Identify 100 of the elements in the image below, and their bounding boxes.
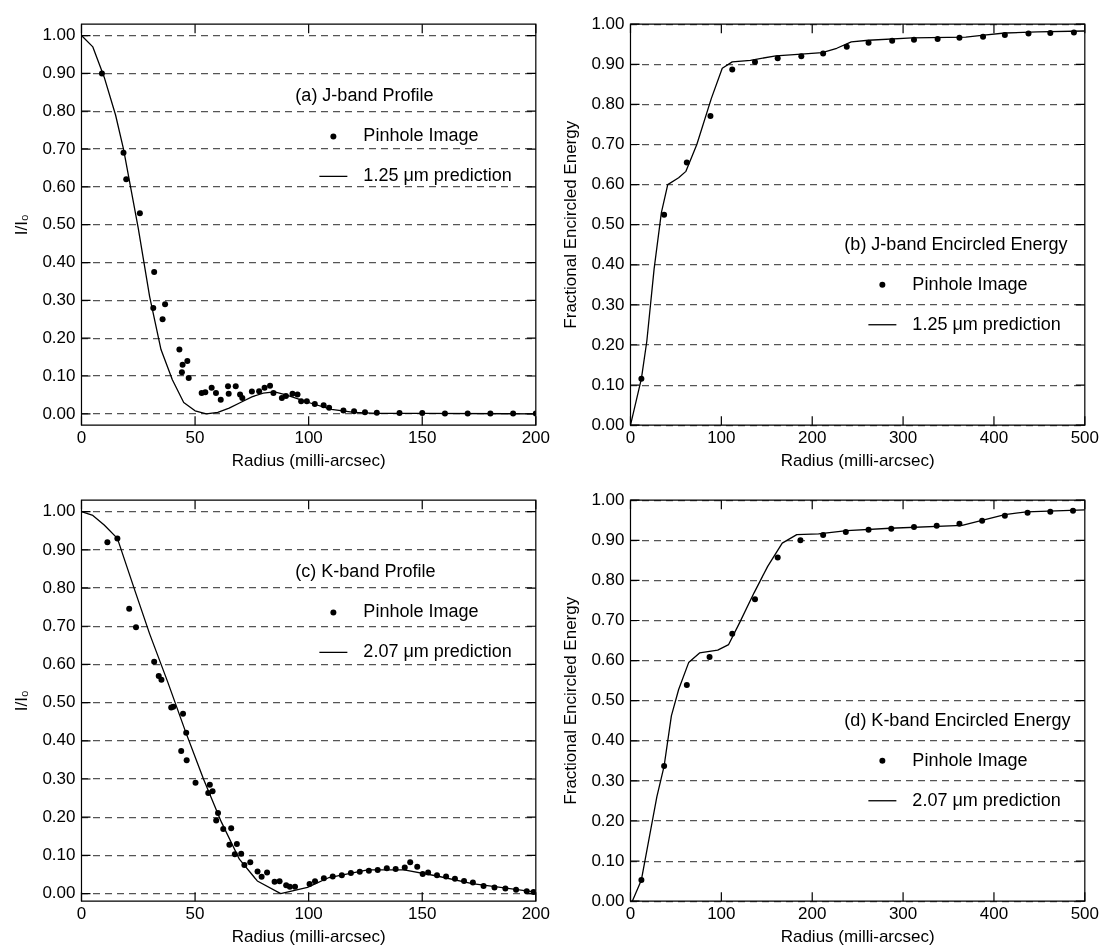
point — [510, 410, 517, 417]
point — [774, 55, 781, 62]
text: (d) K-band Encircled Energy — [844, 709, 1071, 730]
point — [638, 876, 645, 883]
point — [261, 384, 268, 391]
point — [225, 390, 232, 397]
x-tick-label: 150 — [408, 428, 437, 448]
point — [256, 388, 263, 395]
point — [934, 36, 941, 43]
y-tick-label: 0.20 — [42, 806, 76, 826]
legend-label: 1.25 μm prediction — [912, 313, 1061, 334]
x-tick-label: 0 — [76, 428, 87, 448]
point — [136, 210, 143, 217]
x-tick-label: 200 — [521, 428, 551, 448]
x-tick-label: 50 — [185, 904, 205, 924]
y-tick-label: 0.40 — [42, 730, 76, 750]
point — [865, 39, 872, 46]
point — [889, 37, 896, 44]
point — [441, 410, 448, 417]
point — [270, 390, 277, 397]
y-tick-label: 0.60 — [591, 174, 625, 194]
point — [176, 346, 183, 353]
legend-label: Pinhole Image — [912, 749, 1028, 770]
y-tick-label: 0.70 — [42, 615, 76, 635]
y-tick-label: 0.00 — [591, 414, 625, 434]
point — [123, 176, 130, 183]
x-tick-label: 100 — [707, 428, 736, 448]
point — [351, 408, 358, 415]
point — [232, 383, 239, 390]
x-tick-label: 100 — [294, 428, 323, 448]
point — [320, 402, 327, 409]
legend-label: Pinhole Image — [363, 125, 479, 146]
x-tick-label: 150 — [408, 904, 437, 924]
point — [298, 398, 305, 405]
point — [1024, 509, 1031, 516]
x-tick-label: 500 — [1070, 904, 1100, 924]
point — [820, 532, 827, 539]
y-tick-label: 0.20 — [591, 810, 625, 830]
x-tick-label: 400 — [979, 904, 1009, 924]
y-tick-label: 0.70 — [591, 134, 625, 154]
point — [798, 53, 805, 60]
text: (a) J-band Profile — [295, 85, 434, 106]
y-tick-label: 0.70 — [591, 610, 625, 630]
point — [464, 410, 471, 417]
x-tick-label: 300 — [888, 904, 918, 924]
y-tick-label: 1.00 — [591, 489, 625, 509]
point — [340, 407, 347, 414]
y-axis-title: Fractional Encircled Energy — [560, 120, 580, 329]
y-tick-label: 1.00 — [42, 501, 76, 521]
point — [661, 763, 668, 770]
point — [162, 301, 169, 308]
point — [843, 43, 850, 50]
point — [820, 50, 827, 57]
y-tick-label: 0.10 — [591, 374, 625, 394]
point — [282, 393, 289, 400]
y-tick-label: 0.30 — [42, 768, 76, 788]
text: (b) J-band Encircled Energy — [844, 233, 1068, 254]
y-tick-label: 0.80 — [42, 577, 76, 597]
legend-label: 1.25 μm prediction — [363, 165, 512, 186]
y-tick-label: 0.10 — [42, 365, 76, 385]
y-tick-label: 0.70 — [42, 138, 76, 158]
y-axis-title: Fractional Encircled Energy — [560, 596, 580, 805]
y-tick-label: 0.50 — [42, 214, 76, 234]
point — [1070, 507, 1077, 514]
point — [797, 537, 804, 544]
legend-label: 2.07 μm prediction — [363, 641, 512, 662]
y-tick-label: 0.30 — [591, 770, 625, 790]
y-tick-label: 0.60 — [42, 176, 76, 196]
x-tick-label: 100 — [707, 904, 736, 924]
point — [1047, 30, 1054, 37]
x-tick-label: 200 — [521, 904, 551, 924]
y-tick-label: 0.90 — [591, 53, 625, 73]
point — [1001, 512, 1008, 519]
x-axis-title: Radius (milli-arcsec) — [231, 927, 386, 947]
y-axis-title: I/I₀ — [11, 690, 31, 712]
point — [661, 211, 668, 218]
y-tick-label: 0.90 — [42, 539, 76, 559]
point — [1070, 29, 1077, 36]
x-tick-label: 200 — [798, 428, 827, 448]
point — [729, 630, 736, 637]
y-tick-label: 0.20 — [591, 334, 625, 354]
text: (c) K-band Profile — [295, 561, 436, 582]
point — [294, 391, 301, 398]
y-tick-label: 0.10 — [42, 845, 76, 865]
y-tick-label: 0.00 — [42, 883, 76, 903]
point — [178, 369, 185, 376]
y-tick-label: 0.20 — [42, 327, 76, 347]
point — [361, 409, 368, 416]
y-tick-label: 0.00 — [591, 890, 625, 910]
x-tick-label: 200 — [798, 904, 827, 924]
y-tick-label: 0.80 — [591, 94, 625, 114]
y-tick-label: 0.90 — [591, 529, 625, 549]
y-tick-label: 0.80 — [42, 100, 76, 120]
point — [225, 383, 232, 390]
x-tick-label: 0 — [76, 904, 87, 924]
y-tick-label: 0.40 — [42, 252, 76, 272]
x-axis-title: Radius (milli-arcsec) — [231, 451, 386, 471]
y-tick-label: 0.30 — [42, 290, 76, 310]
point — [888, 525, 895, 532]
point — [933, 522, 940, 529]
